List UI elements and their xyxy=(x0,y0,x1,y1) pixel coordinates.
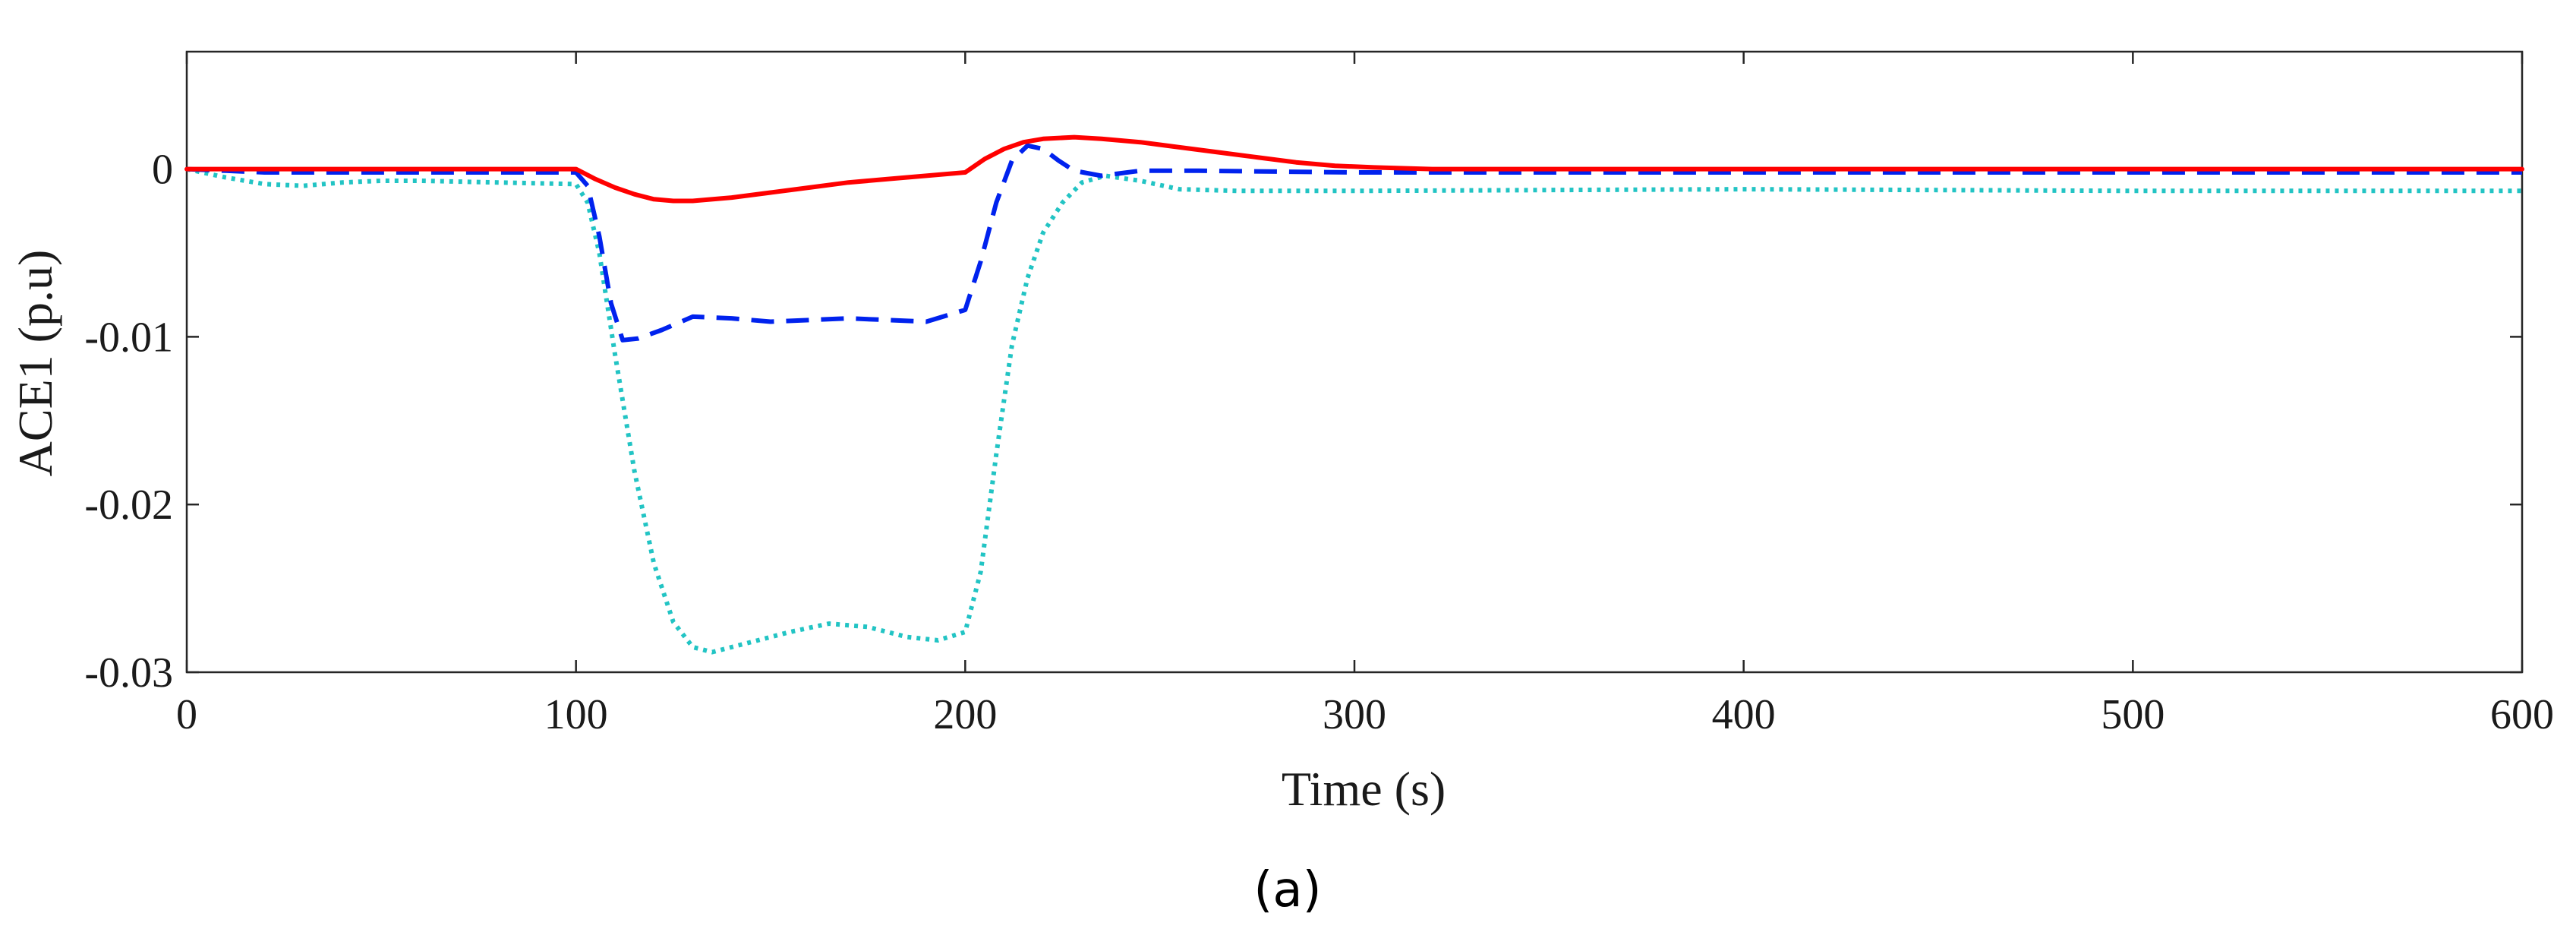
x-tick-label: 600 xyxy=(2490,691,2554,738)
x-axis-title: Time (s) xyxy=(1282,762,1446,816)
labels: Time (s) ACE1 (p.u) (a) xyxy=(8,250,1446,918)
series-line-dashed-blue xyxy=(186,143,2522,343)
x-tick-label: 500 xyxy=(2101,691,2165,738)
x-tick-label: 0 xyxy=(176,691,197,738)
series-line-dotted-cyan xyxy=(186,166,2522,655)
y-axis-title: ACE1 (p.u) xyxy=(8,250,62,477)
x-tick-label: 400 xyxy=(1712,691,1776,738)
y-tick-label: -0.01 xyxy=(84,314,173,361)
x-tick-label: 300 xyxy=(1323,691,1386,738)
y-tick-label: 0 xyxy=(152,147,173,194)
axes-box xyxy=(185,50,2524,674)
panel-label: (a) xyxy=(1253,862,1321,918)
x-tick-label: 100 xyxy=(544,691,608,738)
series-line-solid-red xyxy=(184,134,2524,204)
axes: 0 100 200 300 400 500 600 0 -0.01 -0.02 -0.03 xyxy=(84,50,2554,738)
x-tick-label: 200 xyxy=(933,691,997,738)
y-tick-label: -0.02 xyxy=(84,482,173,529)
plot-area xyxy=(184,134,2524,655)
y-tick-label: -0.03 xyxy=(84,649,173,697)
